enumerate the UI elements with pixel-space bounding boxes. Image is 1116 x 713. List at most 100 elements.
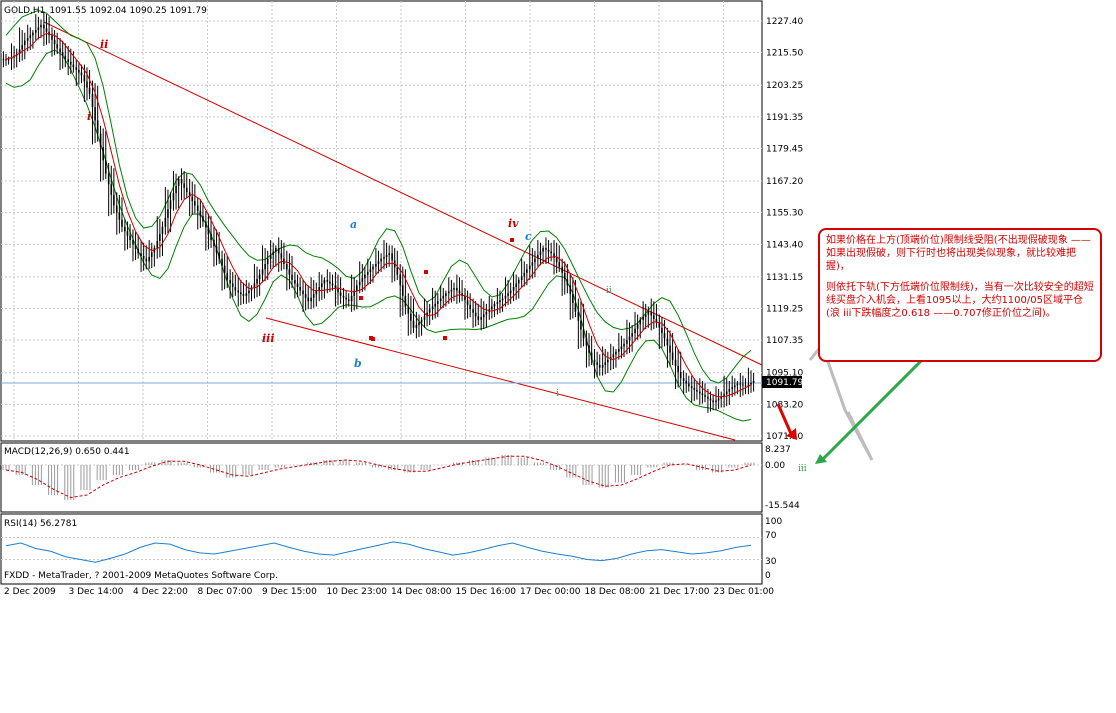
candle-body [32,32,34,36]
candle-body [731,387,734,389]
candle-body [361,278,364,282]
ma-line [5,32,752,398]
candle-body [623,343,625,347]
time-tick-label: 10 Dec 23:00 [327,587,388,597]
candle-body [553,253,555,258]
candle-body [353,290,356,296]
candle-body [137,248,139,254]
candle-body [375,263,377,267]
candle-body [86,81,88,88]
candle-body [744,385,747,387]
candle-body [696,389,698,392]
candle-body [339,292,342,296]
candle-body [51,35,53,40]
candle-body [466,300,469,305]
candle-body [7,59,10,61]
candle-body [145,258,148,262]
wave-label-a: a [350,218,357,231]
candle-body [223,265,226,273]
price-tick-label: 1203.25 [766,81,803,91]
candle-body [407,306,410,314]
candle-body [474,312,477,317]
candle-body [445,293,447,296]
candle-body [80,72,83,76]
candle-body [572,294,574,303]
candle-body [153,248,156,253]
candle-body [545,248,547,250]
candle-body [64,55,67,60]
candle-body [491,306,493,310]
candle-body [331,283,334,286]
candle-body [750,382,752,385]
candle-body [507,293,509,296]
candle-body [218,252,220,259]
red-arrow-head [786,428,797,440]
price-candles [2,11,755,413]
annotation-para-1: 如果价格在上方(顶端价位)限制线受阻(不出现假破现象 ——如果出现假破，则下行时… [826,235,1091,272]
rsi-scale-30: 30 [765,557,777,567]
candle-body [385,255,388,257]
candle-body [294,279,296,284]
candle-body [107,173,110,185]
candle-body [493,303,496,307]
candle-body [304,294,307,298]
candle-body [418,322,420,326]
candle-body [183,183,185,188]
candle-body [618,349,620,352]
candle-body [690,386,693,389]
main-grid [1,1,762,441]
candle-body [563,272,566,280]
candle-body [43,24,45,29]
rsi-grid [1,537,762,560]
candle-body [512,287,515,291]
candle-body [431,306,434,310]
candle-body [286,263,288,270]
candle-body [161,226,164,234]
candle-body [420,319,423,323]
candle-body [175,186,177,194]
candle-body [299,287,301,291]
candle-body [534,258,536,263]
time-tick-label: 21 Dec 17:00 [649,587,710,597]
wave-marker [443,336,447,340]
time-tick-label: 8 Dec 07:00 [198,587,253,597]
candle-body [188,192,191,197]
price-tick-label: 1107.35 [766,336,803,346]
candle-body [356,285,358,291]
candle-body [634,328,636,334]
candle-body [404,295,407,307]
candle-body [655,318,658,323]
candle-body [345,297,347,300]
candle-body [725,391,728,395]
candle-body [113,194,115,206]
candle-body [272,251,275,256]
candle-body [150,252,153,257]
candle-body [142,256,145,259]
candle-body [102,147,104,161]
candle-body [588,345,590,353]
candle-body [396,267,399,275]
candle-body [736,383,739,386]
candle-body [334,285,337,289]
candle-body [367,271,369,275]
candle-body [644,314,647,318]
projection-red-arrow [776,403,794,437]
candle-body [469,304,471,310]
wave-label-b: b [354,357,362,370]
candle-body [669,345,671,353]
candle-body [598,365,601,368]
candle-body [747,384,750,387]
candle-body [723,394,725,397]
price-tick-label: 1119.25 [766,305,803,315]
macd-panel [0,442,763,513]
candle-body [607,359,609,363]
candle-body [499,300,501,303]
candle-body [185,187,188,193]
candle-body [450,289,453,292]
candle-body [242,294,245,296]
candle-body [240,292,242,295]
candle-body [231,283,234,288]
candle-body [636,324,639,329]
candle-body [369,269,372,272]
candle-body [53,39,56,45]
